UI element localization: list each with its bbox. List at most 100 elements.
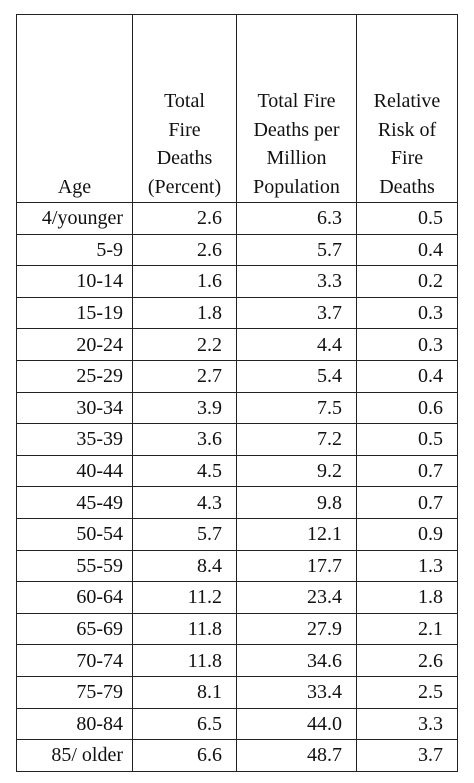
cell-deaths-per-million: 34.6	[236, 644, 357, 677]
cell-total-fire-deaths-percent: 6.6	[132, 739, 237, 772]
header-line: Risk of	[377, 118, 437, 141]
header-line: Relative	[373, 90, 441, 112]
cell-deaths-per-million: 4.4	[236, 328, 357, 361]
cell-age: 35-39	[16, 423, 133, 456]
cell-relative-risk: 0.2	[356, 265, 458, 298]
cell-relative-risk: 0.3	[356, 328, 458, 361]
cell-age: 30-34	[16, 391, 133, 425]
cell-relative-risk: 3.7	[356, 739, 458, 772]
cell-relative-risk: 2.5	[356, 675, 458, 709]
cell-deaths-per-million: 9.2	[236, 454, 357, 488]
cell-age: 80-84	[16, 707, 133, 741]
cell-deaths-per-million: 6.3	[236, 202, 357, 235]
table-row: 80-84 6.5 44.0 3.3	[16, 707, 458, 741]
cell-total-fire-deaths-percent: 8.1	[132, 675, 237, 709]
cell-deaths-per-million: 7.2	[236, 423, 357, 456]
cell-relative-risk: 1.3	[356, 549, 458, 583]
table-row: 30-34 3.9 7.5 0.6	[16, 391, 458, 425]
cell-age: 25-29	[16, 359, 133, 393]
cell-age: 20-24	[16, 328, 133, 361]
cell-deaths-per-million: 12.1	[236, 517, 357, 551]
table-row: 45-49 4.3 9.8 0.7	[16, 486, 458, 519]
cell-deaths-per-million: 44.0	[236, 707, 357, 741]
table-header: Age Total Fire Deaths (Percent) Total Fi…	[16, 14, 458, 203]
cell-deaths-per-million: 3.7	[236, 296, 357, 330]
fire-deaths-by-age-table: Age Total Fire Deaths (Percent) Total Fi…	[16, 14, 458, 772]
cell-total-fire-deaths-percent: 5.7	[132, 517, 237, 551]
cell-relative-risk: 0.9	[356, 517, 458, 551]
cell-relative-risk: 2.6	[356, 644, 458, 677]
cell-total-fire-deaths-percent: 8.4	[132, 549, 237, 583]
table-row: 75-79 8.1 33.4 2.5	[16, 675, 458, 709]
header-relative-risk: Relative Risk of Fire Deaths	[356, 14, 458, 203]
cell-total-fire-deaths-percent: 11.8	[132, 612, 237, 646]
cell-age: 10-14	[16, 265, 133, 298]
table-row: 70-74 11.8 34.6 2.6	[16, 644, 458, 677]
table-row: 35-39 3.6 7.2 0.5	[16, 423, 458, 456]
cell-deaths-per-million: 48.7	[236, 739, 357, 772]
table-row: 60-64 11.2 23.4 1.8	[16, 581, 458, 614]
table-row: 4/younger 2.6 6.3 0.5	[16, 202, 458, 235]
cell-age: 15-19	[16, 296, 133, 330]
cell-deaths-per-million: 23.4	[236, 581, 357, 614]
header-line: Fire	[390, 147, 424, 169]
cell-relative-risk: 0.5	[356, 423, 458, 456]
cell-age: 40-44	[16, 454, 133, 488]
cell-relative-risk: 0.7	[356, 486, 458, 519]
header-line: Total Fire	[257, 90, 336, 112]
header-line: Deaths	[156, 147, 213, 169]
cell-deaths-per-million: 9.8	[236, 486, 357, 519]
cell-total-fire-deaths-percent: 11.8	[132, 644, 237, 677]
cell-age: 4/younger	[16, 202, 133, 235]
cell-deaths-per-million: 5.7	[236, 233, 357, 267]
cell-total-fire-deaths-percent: 2.7	[132, 359, 237, 393]
cell-total-fire-deaths-percent: 3.6	[132, 423, 237, 456]
cell-relative-risk: 0.4	[356, 359, 458, 393]
cell-total-fire-deaths-percent: 2.2	[132, 328, 237, 361]
cell-age: 5-9	[16, 233, 133, 267]
cell-deaths-per-million: 27.9	[236, 612, 357, 646]
cell-age: 45-49	[16, 486, 133, 519]
cell-age: 75-79	[16, 675, 133, 709]
cell-relative-risk: 0.7	[356, 454, 458, 488]
cell-age: 85/ older	[16, 739, 133, 772]
table-row: 25-29 2.7 5.4 0.4	[16, 359, 458, 393]
cell-relative-risk: 0.4	[356, 233, 458, 267]
cell-deaths-per-million: 7.5	[236, 391, 357, 425]
cell-total-fire-deaths-percent: 11.2	[132, 581, 237, 614]
cell-deaths-per-million: 3.3	[236, 265, 357, 298]
cell-total-fire-deaths-percent: 4.3	[132, 486, 237, 519]
cell-deaths-per-million: 17.7	[236, 549, 357, 583]
fire-deaths-table-container: Age Total Fire Deaths (Percent) Total Fi…	[16, 14, 458, 772]
cell-deaths-per-million: 5.4	[236, 359, 357, 393]
header-line: Total	[164, 90, 205, 112]
header-age: Age	[16, 14, 133, 203]
cell-relative-risk: 0.6	[356, 391, 458, 425]
cell-relative-risk: 1.8	[356, 581, 458, 614]
header-total-fire-deaths-percent: Total Fire Deaths (Percent)	[132, 14, 237, 203]
cell-total-fire-deaths-percent: 2.6	[132, 202, 237, 235]
cell-total-fire-deaths-percent: 6.5	[132, 707, 237, 741]
cell-relative-risk: 3.3	[356, 707, 458, 741]
cell-age: 50-54	[16, 517, 133, 551]
cell-age: 55-59	[16, 549, 133, 583]
header-line: Fire	[168, 118, 201, 141]
cell-age: 65-69	[16, 612, 133, 646]
cell-relative-risk: 0.3	[356, 296, 458, 330]
cell-total-fire-deaths-percent: 2.6	[132, 233, 237, 267]
table-row: 55-59 8.4 17.7 1.3	[16, 549, 458, 583]
table-row: 15-19 1.8 3.7 0.3	[16, 296, 458, 330]
cell-total-fire-deaths-percent: 3.9	[132, 391, 237, 425]
table-row: 85/ older 6.6 48.7 3.7	[16, 739, 458, 772]
header-row: Age Total Fire Deaths (Percent) Total Fi…	[16, 14, 458, 203]
header-deaths-per-million: Total Fire Deaths per Million Population	[236, 14, 357, 203]
cell-total-fire-deaths-percent: 4.5	[132, 454, 237, 488]
header-line: Deaths per	[253, 118, 340, 141]
cell-relative-risk: 0.5	[356, 202, 458, 235]
cell-age: 70-74	[16, 644, 133, 677]
table-row: 20-24 2.2 4.4 0.3	[16, 328, 458, 361]
header-line: Population	[253, 175, 340, 198]
cell-total-fire-deaths-percent: 1.8	[132, 296, 237, 330]
table-body: 4/younger 2.6 6.3 0.5 5-9 2.6 5.7 0.4 10-14 1.6 3.…	[16, 202, 458, 772]
header-age-line: Age	[57, 175, 92, 198]
